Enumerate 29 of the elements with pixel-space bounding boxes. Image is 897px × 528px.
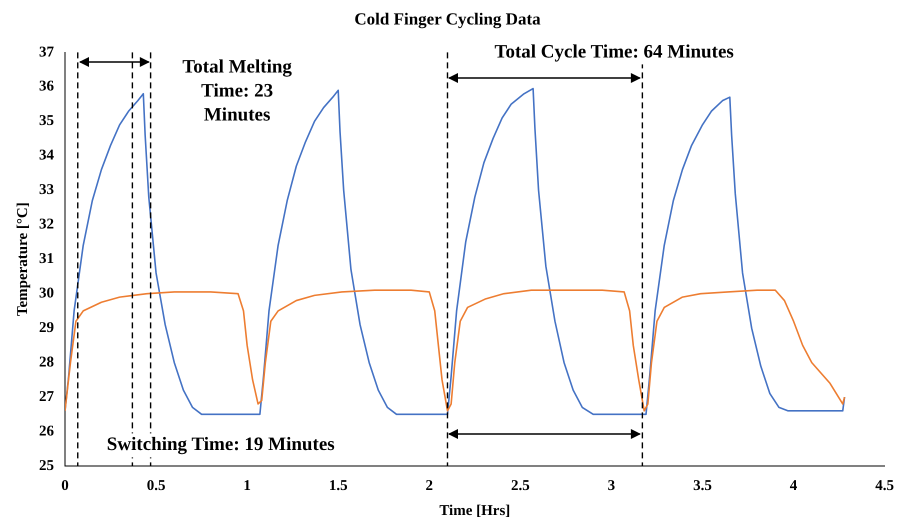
x-axis-title: Time [Hrs]: [439, 502, 510, 519]
y-tick-label: 29: [39, 320, 54, 336]
x-tick-label: 2: [426, 478, 434, 494]
annotation: Total Melting Time: 23 Minutes: [182, 56, 292, 126]
chart-title: Cold Finger Cycling Data: [354, 10, 542, 29]
x-tick-label: 2.5: [510, 478, 530, 494]
y-tick-label: 27: [39, 388, 54, 405]
y-tick-label: 35: [39, 113, 54, 130]
annotation: Total Cycle Time: 64 Minutes: [494, 41, 734, 62]
y-axis-title: Temperature [°C]: [14, 202, 31, 316]
x-tick-label: 3: [608, 478, 616, 494]
y-tick-label: 26: [39, 423, 54, 440]
y-tick-label: 33: [39, 182, 54, 198]
y-tick-label: 25: [39, 458, 54, 474]
x-tick-label: 1: [243, 478, 251, 494]
x-tick-label: 4.5: [875, 478, 894, 494]
y-tick-label: 31: [39, 251, 54, 268]
y-tick-label: 30: [39, 286, 54, 302]
y-tick-label: 34: [39, 148, 54, 164]
y-tick-label: 28: [39, 354, 54, 370]
y-tick-label: 36: [39, 78, 54, 95]
x-tick-label: 3.5: [693, 478, 712, 494]
x-tick-label: 0: [61, 478, 69, 494]
x-tick-label: 1.5: [328, 478, 348, 494]
x-tick-label: 4: [790, 478, 798, 494]
y-tick-label: 37: [39, 44, 54, 60]
y-tick-label: 32: [39, 216, 54, 233]
x-tick-label: 0.5: [146, 478, 166, 494]
annotation: Switching Time: 19 Minutes: [106, 434, 335, 456]
